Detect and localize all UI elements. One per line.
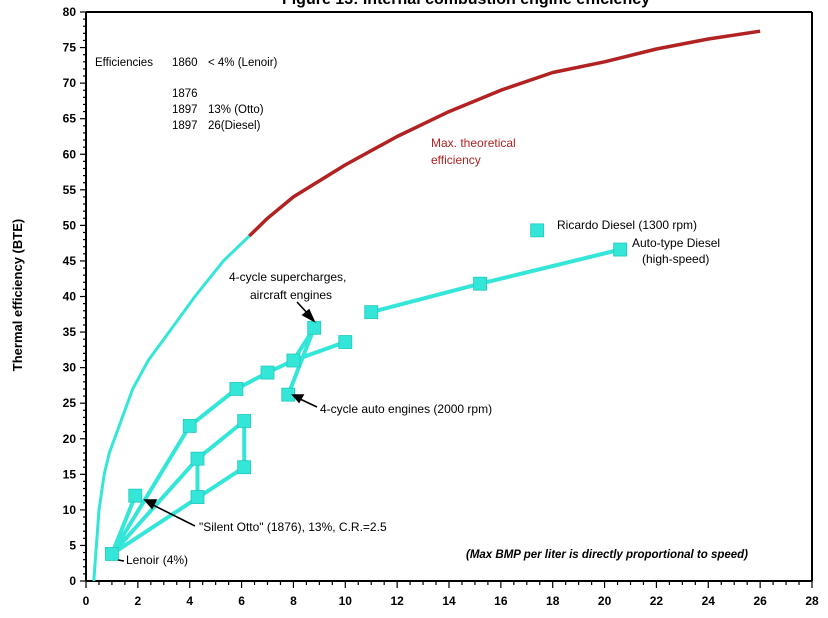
- x-tick-label: 26: [753, 594, 767, 608]
- annotation-arrows: [117, 301, 318, 562]
- arrow-head-supercharged: [301, 308, 316, 323]
- note-row-3-value: 26(Diesel): [208, 120, 261, 132]
- theoretical-curve-low: [92, 234, 251, 582]
- x-tick-label: 6: [238, 594, 245, 608]
- engine-line-7: [369, 247, 623, 315]
- note-row-0-year: 1860: [172, 57, 198, 69]
- y-tick-label: 15: [63, 467, 77, 481]
- data-point: [229, 382, 244, 396]
- x-tick-label: 18: [546, 594, 560, 608]
- y-tick-label: 70: [63, 76, 77, 90]
- note-row-1-year: 1876: [172, 88, 198, 100]
- x-tick-label: 10: [339, 594, 353, 608]
- annotation-ricardo: Ricardo Diesel (1300 rpm): [557, 218, 697, 232]
- annotation-silent-otto: "Silent Otto" (1876), 13%, C.R.=2.5: [199, 520, 387, 534]
- data-point: [237, 414, 252, 428]
- y-axis-title: Thermal efficiency (BTE): [10, 219, 25, 371]
- y-tick-label: 50: [63, 218, 77, 232]
- data-point: [530, 223, 545, 238]
- x-tick-label: 8: [290, 594, 297, 608]
- note-row-3-year: 1897: [172, 120, 198, 132]
- arrow-head-auto-engines: [291, 394, 305, 404]
- x-tick-label: 28: [805, 594, 819, 608]
- y-tick-label: 5: [69, 538, 76, 552]
- data-point: [128, 488, 143, 503]
- y-tick-label: 20: [63, 432, 77, 446]
- data-point: [190, 490, 205, 504]
- theoretical-curve: [92, 29, 761, 582]
- y-tick-label: 75: [63, 41, 77, 55]
- data-point: [260, 365, 275, 380]
- arrow-head-silent-otto: [143, 499, 158, 510]
- x-tick-label: 4: [186, 594, 193, 608]
- arrow-lenoir: [117, 559, 125, 562]
- x-tick-label: 0: [83, 594, 90, 608]
- note-row-0-label: Efficiencies: [95, 57, 153, 69]
- data-point: [613, 242, 628, 257]
- efficiency-note: Efficiencies 1860 < 4% (Lenoir) 1876 189…: [95, 57, 278, 132]
- theoretical-label-line-2: efficiency: [431, 153, 481, 167]
- y-axis-ticks: 0 5 10 15 20 25 30 35 40 45 50 55 60 65 70 75 80: [63, 5, 86, 588]
- annotation-bmp-note: (Max BMP per liter is directly proportio…: [466, 549, 748, 561]
- x-tick-label: 2: [135, 594, 142, 608]
- note-row-2-value: 13% (Otto): [208, 104, 264, 116]
- x-tick-label: 22: [650, 594, 664, 608]
- y-tick-label: 40: [63, 290, 77, 304]
- annotation-lenoir: Lenoir (4%): [126, 553, 188, 567]
- y-tick-label: 80: [63, 5, 77, 19]
- theoretical-curve-high: [248, 29, 761, 238]
- engine-line-3: [109, 493, 138, 556]
- y-tick-label: 10: [63, 503, 77, 517]
- y-tick-label: 55: [63, 183, 77, 197]
- x-tick-label: 16: [494, 594, 508, 608]
- note-row-2-year: 1897: [172, 104, 198, 116]
- annotation-supercharged-1: 4-cycle supercharges,: [229, 270, 346, 284]
- y-tick-label: 60: [63, 147, 77, 161]
- chart-title: Figure 13: Internal combustion engine ef…: [282, 0, 650, 8]
- x-tick-label: 12: [390, 594, 404, 608]
- data-point: [307, 320, 322, 335]
- theoretical-label-line-1: Max. theoretical: [431, 136, 516, 150]
- annotation-auto-engines: 4-cycle auto engines (2000 rpm): [320, 402, 492, 416]
- annotation-auto-diesel-1: Auto-type Diesel: [632, 236, 720, 250]
- arrow-silent-otto: [152, 504, 196, 527]
- data-point: [473, 276, 488, 291]
- arrow-auto-engines: [299, 398, 318, 408]
- note-row-0-value: < 4% (Lenoir): [208, 57, 278, 69]
- annotation-supercharged-2: aircraft engines: [250, 288, 332, 302]
- y-tick-label: 30: [63, 361, 77, 375]
- y-tick-label: 0: [69, 574, 76, 588]
- y-tick-label: 35: [63, 325, 77, 339]
- y-tick-label: 25: [63, 396, 77, 410]
- y-tick-label: 45: [63, 254, 77, 268]
- data-point: [190, 451, 205, 466]
- engine-line-1: [109, 419, 247, 556]
- data-point: [182, 419, 197, 433]
- engine-line-2: [109, 465, 247, 556]
- data-point: [105, 547, 119, 561]
- x-axis-ticks: 0 2 4 6 8 10 12 14 16 18 20 22 24 26 28: [83, 581, 819, 608]
- data-point: [237, 460, 252, 475]
- data-point: [364, 305, 379, 320]
- data-point: [286, 353, 301, 368]
- x-tick-label: 20: [598, 594, 612, 608]
- annotation-auto-diesel-2: (high-speed): [642, 252, 709, 266]
- x-tick-label: 14: [442, 594, 456, 608]
- x-tick-label: 24: [702, 594, 716, 608]
- data-point: [338, 335, 353, 349]
- y-tick-label: 65: [63, 112, 77, 126]
- data-points: [105, 223, 628, 561]
